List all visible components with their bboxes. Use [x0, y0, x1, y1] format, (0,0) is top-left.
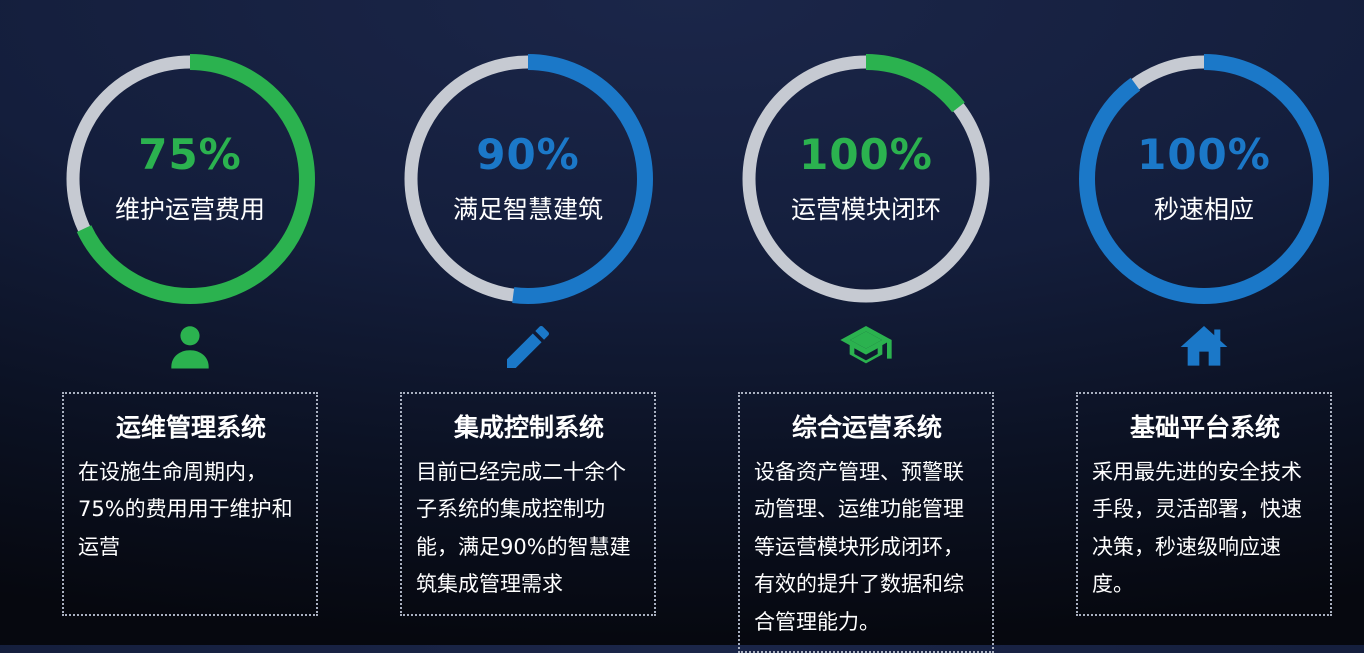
system-card-description: 采用最先进的安全技术手段，灵活部署，快速决策，秒速级响应速度。 — [1092, 460, 1302, 597]
pencil-icon — [500, 318, 556, 376]
percent-value: 90% — [476, 130, 580, 180]
ring-center-text: 100% 运营模块闭环 — [741, 54, 991, 304]
system-column-integrated-operations: 100% 运营模块闭环 综合运营系统 设备资产管理、预警联动管理、运维功能管理等… — [738, 54, 994, 653]
percent-value: 100% — [799, 130, 933, 180]
donut-gauge — [65, 54, 315, 304]
ring-center-text: 90% 满足智慧建筑 — [403, 54, 653, 304]
donut-gauge — [403, 54, 653, 304]
system-card-title: 运维管理系统 — [115, 413, 266, 442]
ring-label: 运营模块闭环 — [790, 195, 941, 225]
user-icon — [162, 318, 218, 376]
system-card-title: 集成控制系统 — [453, 413, 604, 442]
percent-value: 100% — [1137, 130, 1271, 180]
graduation-cap-icon — [838, 318, 894, 376]
system-card: 集成控制系统 目前已经完成二十余个子系统的集成控制功能，满足90%的智慧建筑集成… — [400, 392, 656, 616]
progress-ring: 75% 维护运营费用 — [65, 54, 315, 304]
progress-ring: 90% 满足智慧建筑 — [403, 54, 653, 304]
system-card-title: 基础平台系统 — [1129, 413, 1280, 442]
progress-ring: 100% 秒速相应 — [1079, 54, 1329, 304]
ring-label: 维护运营费用 — [114, 195, 265, 225]
system-card-description: 设备资产管理、预警联动管理、运维功能管理等运营模块形成闭环，有效的提升了数据和综… — [754, 460, 964, 634]
ring-center-text: 100% 秒速相应 — [1079, 54, 1329, 304]
system-card: 基础平台系统 采用最先进的安全技术手段，灵活部署，快速决策，秒速级响应速度。 — [1076, 392, 1332, 616]
system-card-title: 综合运营系统 — [791, 413, 942, 442]
system-card-description: 在设施生命周期内，75%的费用用于维护和运营 — [78, 460, 293, 559]
donut-gauge — [741, 54, 991, 304]
home-icon — [1176, 318, 1232, 376]
system-card-description: 目前已经完成二十余个子系统的集成控制功能，满足90%的智慧建筑集成管理需求 — [416, 460, 631, 597]
donut-gauge — [1079, 54, 1329, 304]
ring-center-text: 75% 维护运营费用 — [65, 54, 315, 304]
ring-label: 满足智慧建筑 — [452, 195, 603, 225]
system-column-integrated-control: 90% 满足智慧建筑 集成控制系统 目前已经完成二十余个子系统的集成控制功能，满… — [400, 54, 656, 653]
system-column-base-platform: 100% 秒速相应 基础平台系统 采用最先进的安全技术手段，灵活部署，快速决策，… — [1076, 54, 1332, 653]
percent-value: 75% — [138, 130, 242, 180]
progress-ring: 100% 运营模块闭环 — [741, 54, 991, 304]
ring-label: 秒速相应 — [1153, 195, 1254, 225]
system-column-ops-maintenance: 75% 维护运营费用 运维管理系统 在设施生命周期内，75%的费用用于维护和运营 — [62, 54, 318, 653]
system-card: 综合运营系统 设备资产管理、预警联动管理、运维功能管理等运营模块形成闭环，有效的… — [738, 392, 994, 653]
system-card: 运维管理系统 在设施生命周期内，75%的费用用于维护和运营 — [62, 392, 318, 616]
